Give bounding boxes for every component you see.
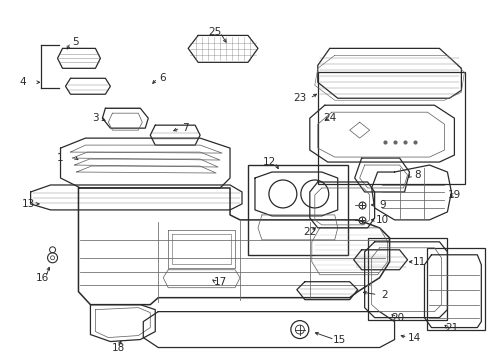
Bar (367, 238, 447, 320)
Text: 4: 4 (20, 77, 26, 87)
Text: 7: 7 (182, 123, 188, 133)
Text: 23: 23 (293, 93, 306, 103)
Text: 5: 5 (72, 37, 79, 48)
Text: 15: 15 (332, 334, 346, 345)
Bar (427, 248, 484, 329)
Text: 11: 11 (412, 257, 425, 267)
Text: 1: 1 (57, 153, 64, 163)
Text: 10: 10 (375, 215, 388, 225)
Text: 21: 21 (444, 323, 457, 333)
Text: 3: 3 (92, 113, 99, 123)
Bar (317, 72, 465, 184)
Text: 16: 16 (36, 273, 49, 283)
Text: 12: 12 (263, 157, 276, 167)
Text: 2: 2 (381, 290, 387, 300)
Text: 24: 24 (323, 113, 336, 123)
Text: 14: 14 (407, 333, 420, 343)
Text: 6: 6 (159, 73, 165, 83)
Text: 20: 20 (390, 312, 403, 323)
Bar (247, 165, 347, 255)
Text: 25: 25 (208, 27, 221, 37)
Text: 19: 19 (447, 190, 460, 200)
Text: 8: 8 (413, 170, 420, 180)
Text: 9: 9 (379, 200, 385, 210)
Text: 13: 13 (22, 199, 35, 209)
Text: 22: 22 (303, 227, 316, 237)
Text: 18: 18 (111, 342, 125, 352)
Text: 17: 17 (213, 277, 226, 287)
